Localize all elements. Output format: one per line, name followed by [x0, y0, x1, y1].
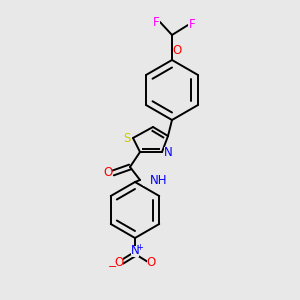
FancyBboxPatch shape	[152, 16, 160, 28]
FancyBboxPatch shape	[115, 256, 123, 268]
Text: NH: NH	[150, 173, 167, 187]
FancyBboxPatch shape	[104, 167, 112, 178]
Text: O: O	[146, 256, 156, 268]
Text: −: −	[108, 262, 118, 272]
FancyBboxPatch shape	[147, 256, 155, 268]
FancyBboxPatch shape	[131, 245, 139, 256]
Text: N: N	[164, 146, 172, 158]
Text: N: N	[130, 244, 140, 257]
Text: O: O	[172, 44, 182, 58]
Text: S: S	[123, 131, 131, 145]
Text: O: O	[103, 167, 112, 179]
Text: F: F	[153, 16, 159, 28]
Text: +: +	[136, 244, 143, 253]
FancyBboxPatch shape	[164, 146, 172, 158]
Text: O: O	[114, 256, 124, 268]
FancyBboxPatch shape	[123, 133, 131, 143]
FancyBboxPatch shape	[173, 46, 181, 56]
FancyBboxPatch shape	[188, 20, 196, 31]
Text: F: F	[189, 19, 195, 32]
FancyBboxPatch shape	[143, 175, 157, 185]
